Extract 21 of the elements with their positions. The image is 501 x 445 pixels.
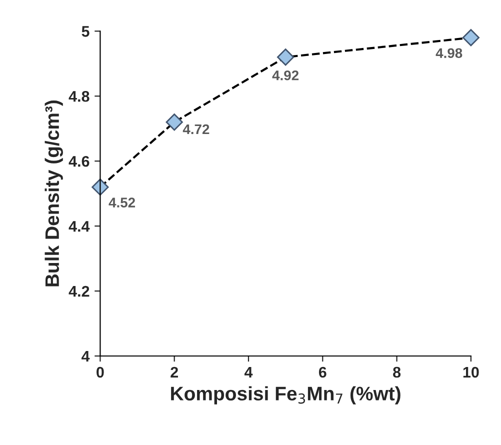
y-tick-label: 4.8 bbox=[68, 90, 90, 102]
data-label: 4.52 bbox=[108, 198, 136, 208]
point bbox=[166, 114, 183, 131]
x-tick-label: 8 bbox=[393, 366, 401, 378]
y-axis-title: Bulk Density (g/cm³) bbox=[44, 100, 63, 286]
point bbox=[462, 29, 480, 46]
y-tick-label: 4.2 bbox=[68, 286, 90, 297]
y-tick-label: 4.6 bbox=[68, 156, 90, 167]
point bbox=[277, 48, 294, 66]
x-tick-label: 2 bbox=[170, 366, 178, 378]
x-tick-label: 4 bbox=[244, 366, 253, 378]
y-tick-label: 5 bbox=[82, 26, 90, 37]
x-tick-label: 10 bbox=[463, 366, 479, 378]
data-label: 4.98 bbox=[436, 48, 462, 58]
x-tick-label: 0 bbox=[96, 366, 104, 378]
y-tick-label: 4 bbox=[82, 351, 90, 362]
data-label: 4.92 bbox=[272, 70, 299, 80]
data-label: 4.72 bbox=[182, 124, 210, 134]
x-axis-title: Komposisi Fe$_{3}$Mn$_{7}$ (%wt) bbox=[171, 386, 400, 404]
x-tick-label: 6 bbox=[318, 366, 326, 378]
y-tick-label: 4.4 bbox=[68, 221, 90, 232]
